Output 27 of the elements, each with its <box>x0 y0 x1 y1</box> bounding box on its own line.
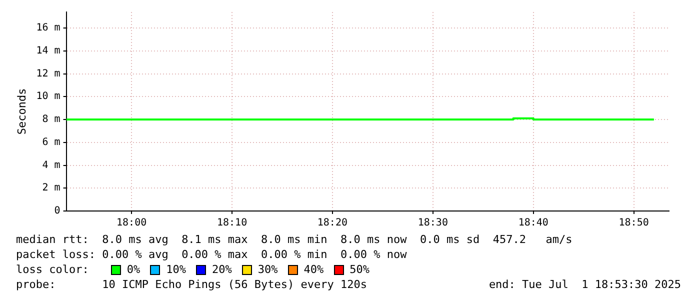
x-tick-label: 18:10 <box>216 218 248 229</box>
text: probe: 10 ICMP Echo Pings (56 Bytes) every 120s <box>16 277 367 292</box>
x-tick-label: 18:30 <box>418 218 448 229</box>
y-axis-title: Seconds <box>15 88 28 135</box>
y-tick-label: 16 m <box>36 22 60 34</box>
x-tick-label: 18:00 <box>116 218 147 229</box>
y-tick-label: 10 m <box>36 91 60 102</box>
text: 40% <box>304 262 324 277</box>
y-tick-label: 12 m <box>36 68 60 80</box>
y-tick-label: 0 <box>54 206 60 217</box>
text: median rtt: 8.0 ms avg 8.1 ms max 8.0 ms min 8.0 ms now 0.0 ms sd 457.2 am/s <box>16 232 574 247</box>
text: 10% <box>166 262 186 277</box>
x-tick-label: 18:40 <box>518 218 548 229</box>
text: end: Tue Jul 1 18:53:30 2025 <box>488 277 681 292</box>
text: packet loss: 0.00 % avg 0.00 % max 0.00 % min 0.00 % now <box>16 247 408 262</box>
text: 30% <box>258 262 278 277</box>
text: 0% <box>126 262 140 277</box>
x-tick-label: 18:50 <box>618 218 649 229</box>
x-tick-label: 18:20 <box>317 218 348 229</box>
text: 50% <box>350 262 370 277</box>
text: 20% <box>212 262 232 277</box>
y-tick-label: 2 m <box>42 182 60 194</box>
y-tick-label: 8 m <box>42 114 60 126</box>
y-tick-label: 6 m <box>42 136 60 148</box>
y-tick-label: 14 m <box>36 45 60 56</box>
text: loss color: <box>16 262 89 277</box>
y-tick-label: 4 m <box>42 160 60 171</box>
